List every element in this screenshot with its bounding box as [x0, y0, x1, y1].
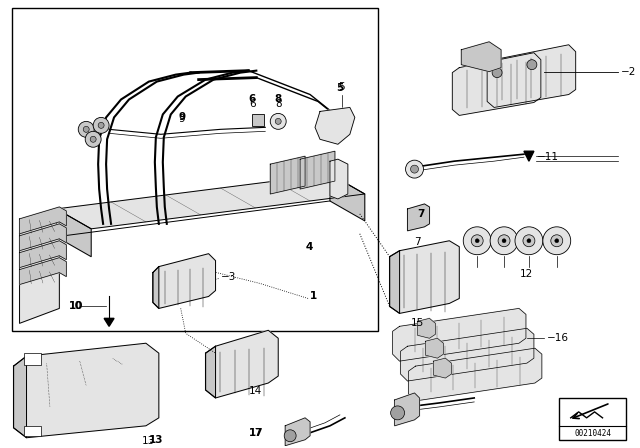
Text: 12: 12	[520, 269, 534, 279]
Text: 17: 17	[248, 428, 262, 438]
Text: 10: 10	[69, 302, 83, 311]
Circle shape	[78, 121, 94, 137]
Circle shape	[85, 131, 101, 147]
Text: 6: 6	[249, 95, 256, 104]
Polygon shape	[20, 224, 67, 251]
Circle shape	[543, 227, 571, 254]
Circle shape	[93, 117, 109, 134]
Text: 10: 10	[69, 302, 84, 311]
Text: 5: 5	[339, 82, 345, 91]
Circle shape	[90, 136, 96, 142]
Polygon shape	[452, 53, 541, 116]
Circle shape	[390, 406, 404, 420]
Circle shape	[498, 235, 510, 247]
Circle shape	[275, 118, 281, 125]
Polygon shape	[401, 328, 534, 381]
Polygon shape	[13, 343, 159, 438]
Text: −16: −16	[547, 333, 569, 343]
Text: −2: −2	[620, 67, 636, 77]
Text: 7: 7	[414, 237, 421, 247]
Circle shape	[492, 68, 502, 78]
Text: 4: 4	[305, 242, 312, 252]
Text: 9: 9	[179, 114, 186, 125]
Text: 00210424: 00210424	[574, 429, 611, 438]
Polygon shape	[395, 393, 419, 426]
Bar	[12, 8, 378, 331]
Polygon shape	[20, 219, 60, 323]
Polygon shape	[20, 241, 67, 267]
Circle shape	[83, 126, 89, 132]
Circle shape	[502, 239, 506, 243]
Polygon shape	[390, 251, 399, 314]
Text: 13: 13	[142, 436, 156, 446]
Polygon shape	[392, 308, 526, 361]
Polygon shape	[408, 204, 429, 231]
Polygon shape	[461, 42, 501, 72]
Bar	[252, 114, 264, 126]
Polygon shape	[426, 338, 444, 358]
Bar	[24, 426, 42, 436]
Circle shape	[527, 239, 531, 243]
Polygon shape	[205, 346, 216, 398]
Polygon shape	[315, 108, 355, 144]
Polygon shape	[524, 151, 534, 161]
Polygon shape	[20, 207, 67, 234]
Polygon shape	[330, 174, 365, 221]
Polygon shape	[270, 156, 305, 194]
Circle shape	[551, 235, 563, 247]
Circle shape	[523, 235, 535, 247]
Polygon shape	[417, 319, 435, 338]
Circle shape	[527, 60, 537, 69]
Text: 9: 9	[179, 112, 186, 122]
Polygon shape	[153, 267, 159, 308]
Text: 7: 7	[417, 209, 425, 219]
Polygon shape	[390, 241, 460, 314]
Text: −11: −11	[537, 152, 559, 162]
Text: 6: 6	[249, 99, 255, 109]
Text: 1: 1	[310, 292, 317, 302]
Circle shape	[406, 160, 424, 178]
Circle shape	[490, 227, 518, 254]
Text: 15: 15	[411, 319, 424, 328]
Bar	[559, 398, 627, 440]
Polygon shape	[487, 45, 576, 108]
Text: 4: 4	[305, 242, 312, 252]
Polygon shape	[104, 319, 114, 326]
Polygon shape	[285, 418, 310, 446]
Text: −3: −3	[221, 271, 236, 282]
Text: 13: 13	[149, 435, 163, 445]
Text: 8: 8	[275, 99, 282, 109]
Circle shape	[410, 165, 419, 173]
Polygon shape	[205, 330, 278, 398]
Circle shape	[284, 430, 296, 442]
Polygon shape	[56, 174, 365, 229]
Polygon shape	[433, 358, 451, 378]
Circle shape	[270, 113, 286, 129]
Polygon shape	[330, 159, 348, 199]
Polygon shape	[13, 356, 26, 438]
Circle shape	[515, 227, 543, 254]
Polygon shape	[300, 151, 335, 189]
Circle shape	[463, 227, 491, 254]
Circle shape	[471, 235, 483, 247]
Text: 5: 5	[336, 82, 344, 93]
Bar	[24, 353, 42, 365]
Circle shape	[475, 239, 479, 243]
Text: 14: 14	[249, 386, 262, 396]
Circle shape	[98, 122, 104, 128]
Text: 1: 1	[310, 292, 317, 302]
Polygon shape	[153, 254, 216, 308]
Circle shape	[555, 239, 559, 243]
Polygon shape	[20, 258, 67, 284]
Text: 8: 8	[275, 95, 282, 104]
Polygon shape	[408, 348, 542, 401]
Text: 17: 17	[248, 428, 263, 438]
Polygon shape	[56, 209, 91, 257]
